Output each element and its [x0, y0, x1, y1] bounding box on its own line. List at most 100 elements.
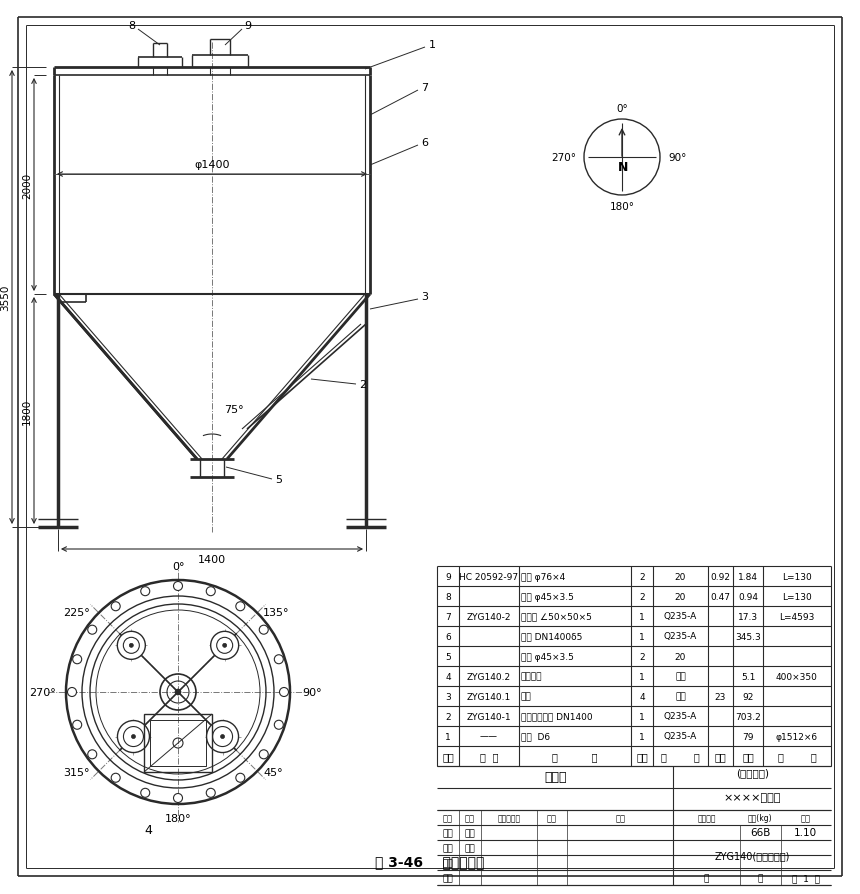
Text: 工艺: 工艺: [464, 828, 476, 837]
Circle shape: [206, 789, 215, 797]
Text: 校核: 校核: [443, 858, 453, 867]
Text: 315°: 315°: [63, 767, 89, 777]
Text: Q235-A: Q235-A: [664, 731, 697, 740]
Text: 1: 1: [639, 611, 645, 620]
Circle shape: [280, 687, 288, 696]
Text: 2: 2: [359, 380, 366, 390]
Text: 共: 共: [703, 873, 709, 882]
Text: 3: 3: [421, 291, 428, 301]
Text: 345.3: 345.3: [735, 632, 761, 641]
Text: 23: 23: [715, 692, 726, 701]
Text: (单位名称): (单位名称): [735, 767, 769, 777]
Circle shape: [236, 773, 245, 782]
Text: 检修孔盖: 检修孔盖: [521, 671, 543, 680]
Text: 材        料: 材 料: [661, 751, 700, 761]
Text: ZYG140.1: ZYG140.1: [467, 692, 511, 701]
Circle shape: [174, 582, 182, 591]
Text: ZYG140(新疆康尤美): ZYG140(新疆康尤美): [715, 850, 789, 860]
Text: 90°: 90°: [669, 153, 687, 163]
Text: 1: 1: [428, 40, 435, 50]
Circle shape: [111, 602, 120, 611]
Text: 20: 20: [675, 652, 686, 661]
Text: 2: 2: [445, 712, 451, 721]
Text: 6: 6: [421, 138, 428, 148]
Text: 17.3: 17.3: [738, 611, 758, 620]
Text: 1: 1: [445, 731, 451, 740]
Circle shape: [259, 750, 268, 759]
Text: 1: 1: [639, 731, 645, 740]
Circle shape: [111, 773, 120, 782]
Circle shape: [274, 721, 283, 730]
Circle shape: [274, 655, 283, 664]
Text: 2000: 2000: [22, 173, 32, 198]
Circle shape: [236, 602, 245, 611]
Text: 签字: 签字: [547, 813, 557, 822]
Circle shape: [67, 687, 77, 696]
Text: 支腿: 支腿: [521, 692, 531, 701]
Text: 0°: 0°: [616, 104, 628, 114]
Text: 5.1: 5.1: [740, 671, 755, 680]
Text: L=130: L=130: [782, 592, 812, 601]
Text: 20: 20: [675, 572, 686, 581]
Text: 8: 8: [128, 21, 136, 31]
Circle shape: [129, 644, 133, 647]
Text: 90°: 90°: [302, 687, 322, 697]
Text: 8: 8: [445, 592, 451, 601]
Text: L=4593: L=4593: [779, 611, 814, 620]
Text: 接管 φ76×4: 接管 φ76×4: [521, 572, 565, 581]
Text: 20: 20: [675, 592, 686, 601]
Circle shape: [174, 794, 182, 803]
Text: 180°: 180°: [164, 813, 191, 823]
Text: 400×350: 400×350: [776, 671, 818, 680]
Circle shape: [175, 689, 181, 696]
Text: 3550: 3550: [0, 284, 10, 311]
Text: 4: 4: [445, 671, 451, 680]
Text: 2: 2: [639, 572, 645, 581]
Text: 1: 1: [639, 671, 645, 680]
Text: 标准: 标准: [464, 843, 476, 852]
Text: 单重: 单重: [715, 751, 727, 761]
Circle shape: [117, 632, 145, 660]
Text: 更改文件号: 更改文件号: [497, 813, 520, 822]
Text: 75°: 75°: [224, 405, 244, 415]
Text: 总装图: 总装图: [544, 771, 567, 784]
Circle shape: [206, 587, 215, 596]
Text: 名          称: 名 称: [552, 751, 598, 761]
Circle shape: [211, 632, 239, 660]
Circle shape: [141, 587, 150, 596]
Text: 270°: 270°: [28, 687, 55, 697]
Text: 7: 7: [445, 611, 451, 620]
Text: 审定: 审定: [443, 873, 453, 882]
Text: ZYG140-2: ZYG140-2: [467, 611, 511, 620]
Bar: [150, 721, 206, 766]
Text: N: N: [617, 160, 628, 173]
Text: 0.92: 0.92: [710, 572, 730, 581]
Text: 0.94: 0.94: [738, 592, 758, 601]
Text: 5: 5: [445, 652, 451, 661]
Text: HC 20592-97: HC 20592-97: [459, 572, 519, 581]
Circle shape: [88, 750, 96, 759]
Text: 9: 9: [244, 21, 252, 31]
Circle shape: [206, 721, 238, 753]
Text: 代  号: 代 号: [480, 751, 498, 761]
Text: 6: 6: [445, 632, 451, 641]
Text: 设计: 设计: [443, 828, 453, 837]
Text: ZYG140.2: ZYG140.2: [467, 671, 511, 680]
Text: 270°: 270°: [551, 153, 576, 163]
Text: 180°: 180°: [610, 202, 635, 212]
Text: 重量(kg): 重量(kg): [747, 813, 772, 822]
Text: 1.10: 1.10: [795, 828, 817, 838]
Text: 0°: 0°: [172, 561, 184, 571]
Text: 图样标记: 图样标记: [697, 813, 716, 822]
Text: 1800: 1800: [22, 398, 32, 424]
Text: 比例: 比例: [801, 813, 811, 822]
Text: 序号: 序号: [442, 751, 454, 761]
Text: 制图: 制图: [443, 843, 453, 852]
Text: 标记: 标记: [443, 813, 453, 822]
Text: ××××设备图: ××××设备图: [723, 792, 781, 802]
Text: 盖板  D6: 盖板 D6: [521, 731, 550, 740]
Text: φ1400: φ1400: [194, 160, 230, 170]
Circle shape: [132, 735, 136, 738]
Text: 筒体 DN1400δ5: 筒体 DN1400δ5: [521, 632, 582, 641]
Circle shape: [223, 644, 227, 647]
